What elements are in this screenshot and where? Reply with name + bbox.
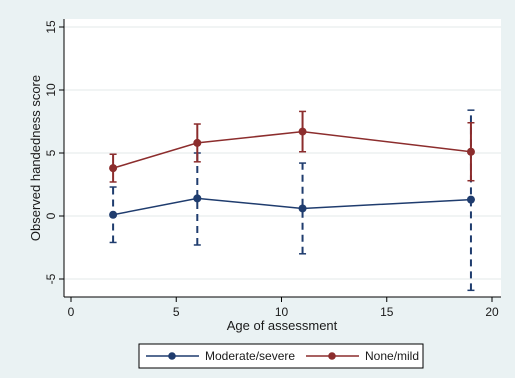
legend-marker-none-mild <box>328 352 336 360</box>
legend: Moderate/severe None/mild <box>138 343 424 369</box>
series-line-moderate-severe <box>112 197 471 216</box>
data-point-none-mild <box>193 138 202 147</box>
series-layer <box>109 109 475 292</box>
data-point-moderate-severe <box>298 204 307 213</box>
data-point-moderate-severe <box>466 195 475 204</box>
x-tick-label: 10 <box>275 305 289 319</box>
x-tick-label: 15 <box>380 305 394 319</box>
y-tick-label: 5 <box>44 149 58 156</box>
y-tick-label: 10 <box>44 83 58 97</box>
y-tick-label: -5 <box>44 273 58 284</box>
legend-marker-moderate-severe <box>168 352 176 360</box>
x-tick-label: 5 <box>173 305 180 319</box>
plot-area <box>64 19 501 297</box>
series-none-mild <box>109 110 475 183</box>
y-tick-label: 0 <box>44 212 58 219</box>
data-point-none-mild <box>298 127 307 136</box>
data-point-none-mild <box>109 164 118 173</box>
x-tick-label: 20 <box>485 305 499 319</box>
legend-label-none-mild: None/mild <box>365 349 419 363</box>
legend-label-moderate-severe: Moderate/severe <box>205 349 295 363</box>
y-axis-title: Observed handedness score <box>28 75 43 241</box>
y-tick-label: 15 <box>44 20 58 34</box>
gridlines <box>64 26 501 280</box>
x-tick-label: 0 <box>68 305 75 319</box>
x-axis-title: Age of assessment <box>227 318 338 333</box>
data-point-moderate-severe <box>109 210 118 219</box>
series-line-none-mild <box>112 130 472 169</box>
data-point-moderate-severe <box>193 194 202 203</box>
data-point-none-mild <box>466 147 475 156</box>
axes <box>63 19 501 298</box>
ticks: -5 0 5 10 15 0 5 10 15 20 <box>44 20 499 319</box>
